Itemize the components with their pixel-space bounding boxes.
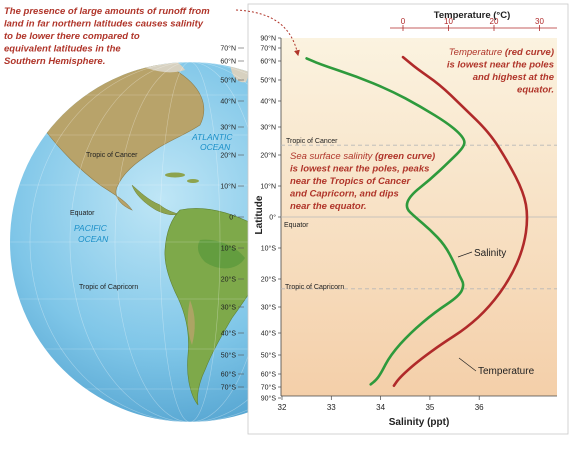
globe-latitude-tick: 0° <box>229 214 236 222</box>
y-tick-label: 70°S <box>261 384 277 392</box>
y-axis-ticks: 90°N 70°N 60°N 50°N 40°N 30°N 20°N 10°N 0° 10°S 20… <box>260 35 281 403</box>
globe-latitude-tick: 10°N <box>220 183 236 191</box>
y-tick-label: 70°N <box>260 45 276 53</box>
salinity-curve-label: Salinity <box>474 248 506 259</box>
temperature-curve-label: Temperature <box>478 366 535 377</box>
y-tick-label: 10°N <box>260 183 276 191</box>
y-tick-label: 20°N <box>260 152 276 160</box>
y-tick-label: 40°N <box>260 98 276 106</box>
annotation-line: and highest at the <box>473 72 555 83</box>
globe-latitude-tick: 30°S <box>221 304 237 312</box>
globe-latitude-tick: 50°S <box>221 352 237 360</box>
y-tick-label: 30°N <box>260 124 276 132</box>
y-tick-label: 30°S <box>261 304 277 312</box>
chart-equator-label: Equator <box>284 222 309 229</box>
annotation-line: and Capricorn, and dips <box>290 189 399 200</box>
salinity-annotation: Sea surface salinity (green curve) is low… <box>290 151 435 212</box>
annotation-line: is lowest near the poles <box>447 60 554 71</box>
globe-latitude-tick: 30°N <box>220 124 236 132</box>
reference-lines <box>281 144 557 290</box>
globe-latitude-tick: 70°N <box>220 45 236 53</box>
pacific-ocean-label: OCEAN <box>78 234 109 244</box>
globe-capricorn-label: Tropic of Capricorn <box>79 284 138 291</box>
atlantic-ocean-label: ATLANTIC <box>191 132 233 142</box>
globe-latitude-tick: 10°S <box>221 245 237 253</box>
x-bottom-tick-label: 35 <box>425 403 434 412</box>
x-top-tick-label: 10 <box>444 17 453 26</box>
y-tick-label: 20°S <box>261 276 277 284</box>
annotation-line: to be lower there compared to <box>4 31 140 42</box>
annotation-line: Southern Hemisphere. <box>4 56 105 67</box>
globe-equator-label: Equator <box>70 210 95 217</box>
temperature-curve <box>392 55 529 387</box>
x-top-tick-label: 30 <box>535 17 544 26</box>
temperature-leader-line <box>458 357 477 372</box>
x-top-tick-label: 0 <box>401 17 406 26</box>
globe-latitude-tick: 40°S <box>221 330 237 338</box>
y-tick-label: 90°S <box>261 395 277 403</box>
annotation-line: The presence of large amounts of runoff … <box>4 6 210 17</box>
annotation-line: equivalent latitudes in the <box>4 44 121 55</box>
runoff-arrow <box>235 9 300 57</box>
chart-capricorn-label: Tropic of Capricorn <box>285 284 344 291</box>
x-bottom-tick-label: 33 <box>327 403 336 412</box>
x-top-tick-label: 20 <box>490 17 499 26</box>
amazon-forest <box>197 239 245 269</box>
globe-latitude-tick: 60°S <box>221 371 237 379</box>
x-axis-bottom-label: Salinity (ppt) <box>389 417 450 428</box>
atlantic-ocean-label: OCEAN <box>200 142 231 152</box>
annotation-line: is lowest near the poles, peaks <box>290 164 429 175</box>
y-axis-label: Latitude <box>254 195 265 234</box>
globe-latitude-tick: 20°N <box>220 152 236 160</box>
annotation-line: Sea surface salinity (green curve) <box>290 151 435 162</box>
globe-latitude-tick: 60°N <box>220 58 236 66</box>
y-tick-label: 90°N <box>260 35 276 43</box>
annotation-line: equator. <box>517 85 554 96</box>
y-tick-label: 10°S <box>261 245 277 253</box>
annotation-line: Temperature (red curve) <box>449 47 554 58</box>
x-axis-top-label: Temperature (°C) <box>434 10 510 21</box>
globe-latitude-tick: 20°S <box>221 276 237 284</box>
y-tick-label: 0° <box>269 214 276 222</box>
globe-cancer-label: Tropic of Cancer <box>86 152 138 159</box>
x-bottom-tick-label: 32 <box>278 403 287 412</box>
y-tick-label: 50°S <box>261 352 277 360</box>
x-axis-bottom-ticks: 32 33 34 35 36 <box>278 396 484 412</box>
chart-panel: 90°N 70°N 60°N 50°N 40°N 30°N 20°N 10°N 0° 10°S 20… <box>247 3 569 435</box>
salinity-leader-line <box>457 251 473 258</box>
y-tick-label: 60°S <box>261 371 277 379</box>
y-tick-label: 40°S <box>261 330 277 338</box>
x-bottom-tick-label: 34 <box>376 403 385 412</box>
globe-latitude-tick: 40°N <box>220 98 236 106</box>
andes-region <box>187 300 195 345</box>
caribbean-island <box>165 172 185 178</box>
y-tick-label: 50°N <box>260 77 276 85</box>
annotation-line: near the equator. <box>290 201 367 212</box>
y-tick-label: 60°N <box>260 58 276 66</box>
annotation-line: land in far northern latitudes causes sa… <box>4 19 204 30</box>
globe-latitude-tick: 50°N <box>220 77 236 85</box>
salinity-curve <box>305 57 466 386</box>
series-layer <box>305 55 529 387</box>
annotation-line: near the Tropics of Cancer <box>290 176 411 187</box>
x-axis-top-ticks: 0 10 20 30 <box>401 17 544 31</box>
runoff-annotation: The presence of large amounts of runoff … <box>4 6 210 67</box>
globe-latitude-ticks: 70°N 60°N 50°N 40°N 30°N 20°N 10°N 0° 10°S 20°S 30… <box>220 45 244 392</box>
temperature-annotation: Temperature (red curve) is lowest near th… <box>447 47 555 96</box>
caribbean-island <box>187 179 199 183</box>
globe-latitude-tick: 70°S <box>221 384 237 392</box>
x-bottom-tick-label: 36 <box>475 403 484 412</box>
chart-cancer-label: Tropic of Cancer <box>286 138 338 145</box>
pacific-ocean-label: PACIFIC <box>74 223 108 233</box>
